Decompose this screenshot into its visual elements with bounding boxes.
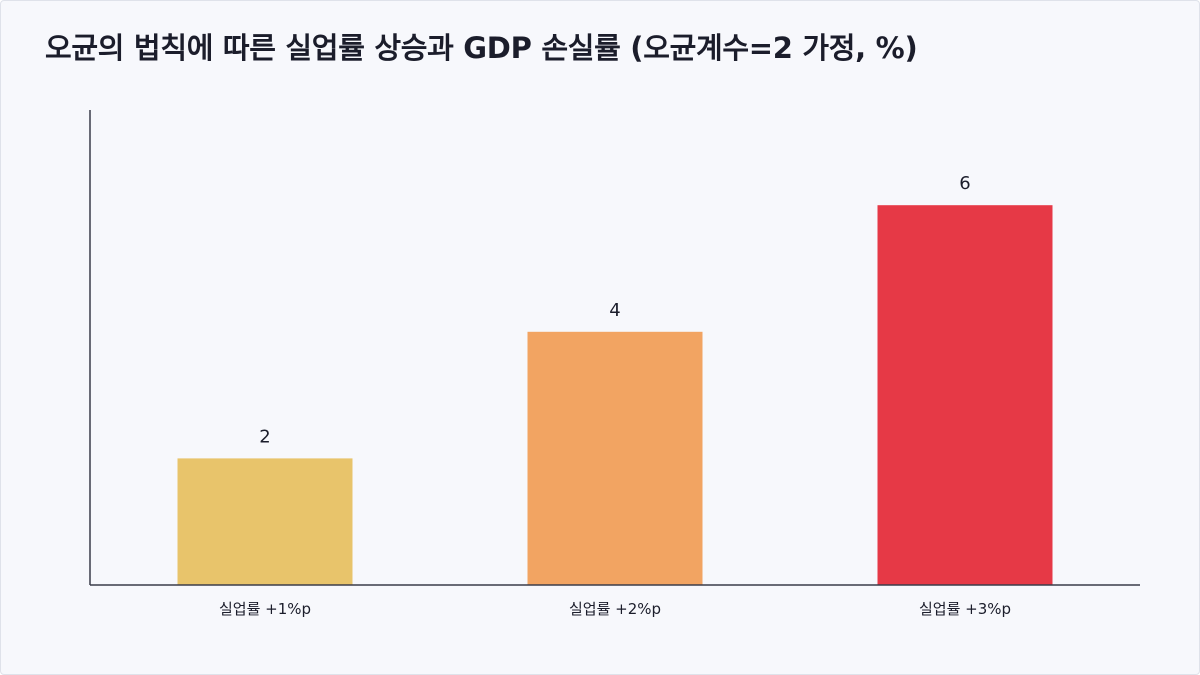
bar-value-label: 2 [259, 426, 270, 447]
x-tick-label: 실업률 +3%p [919, 600, 1011, 618]
bar-value-label: 6 [959, 173, 970, 194]
bar-value-label: 4 [609, 300, 620, 321]
bar [877, 205, 1053, 585]
labels-layer: 2 실업률 +1%p 4 실업률 +2%p 6 실업률 +3%p [219, 173, 1011, 618]
x-tick-label: 실업률 +2%p [569, 600, 661, 618]
bar [527, 331, 703, 585]
chart-title: 오균의 법칙에 따른 실업률 상승과 GDP 손실률 (오균계수=2 가정, %… [45, 31, 918, 65]
bars-layer [177, 205, 1053, 585]
bar [177, 458, 353, 585]
x-tick-label: 실업률 +1%p [219, 600, 311, 618]
